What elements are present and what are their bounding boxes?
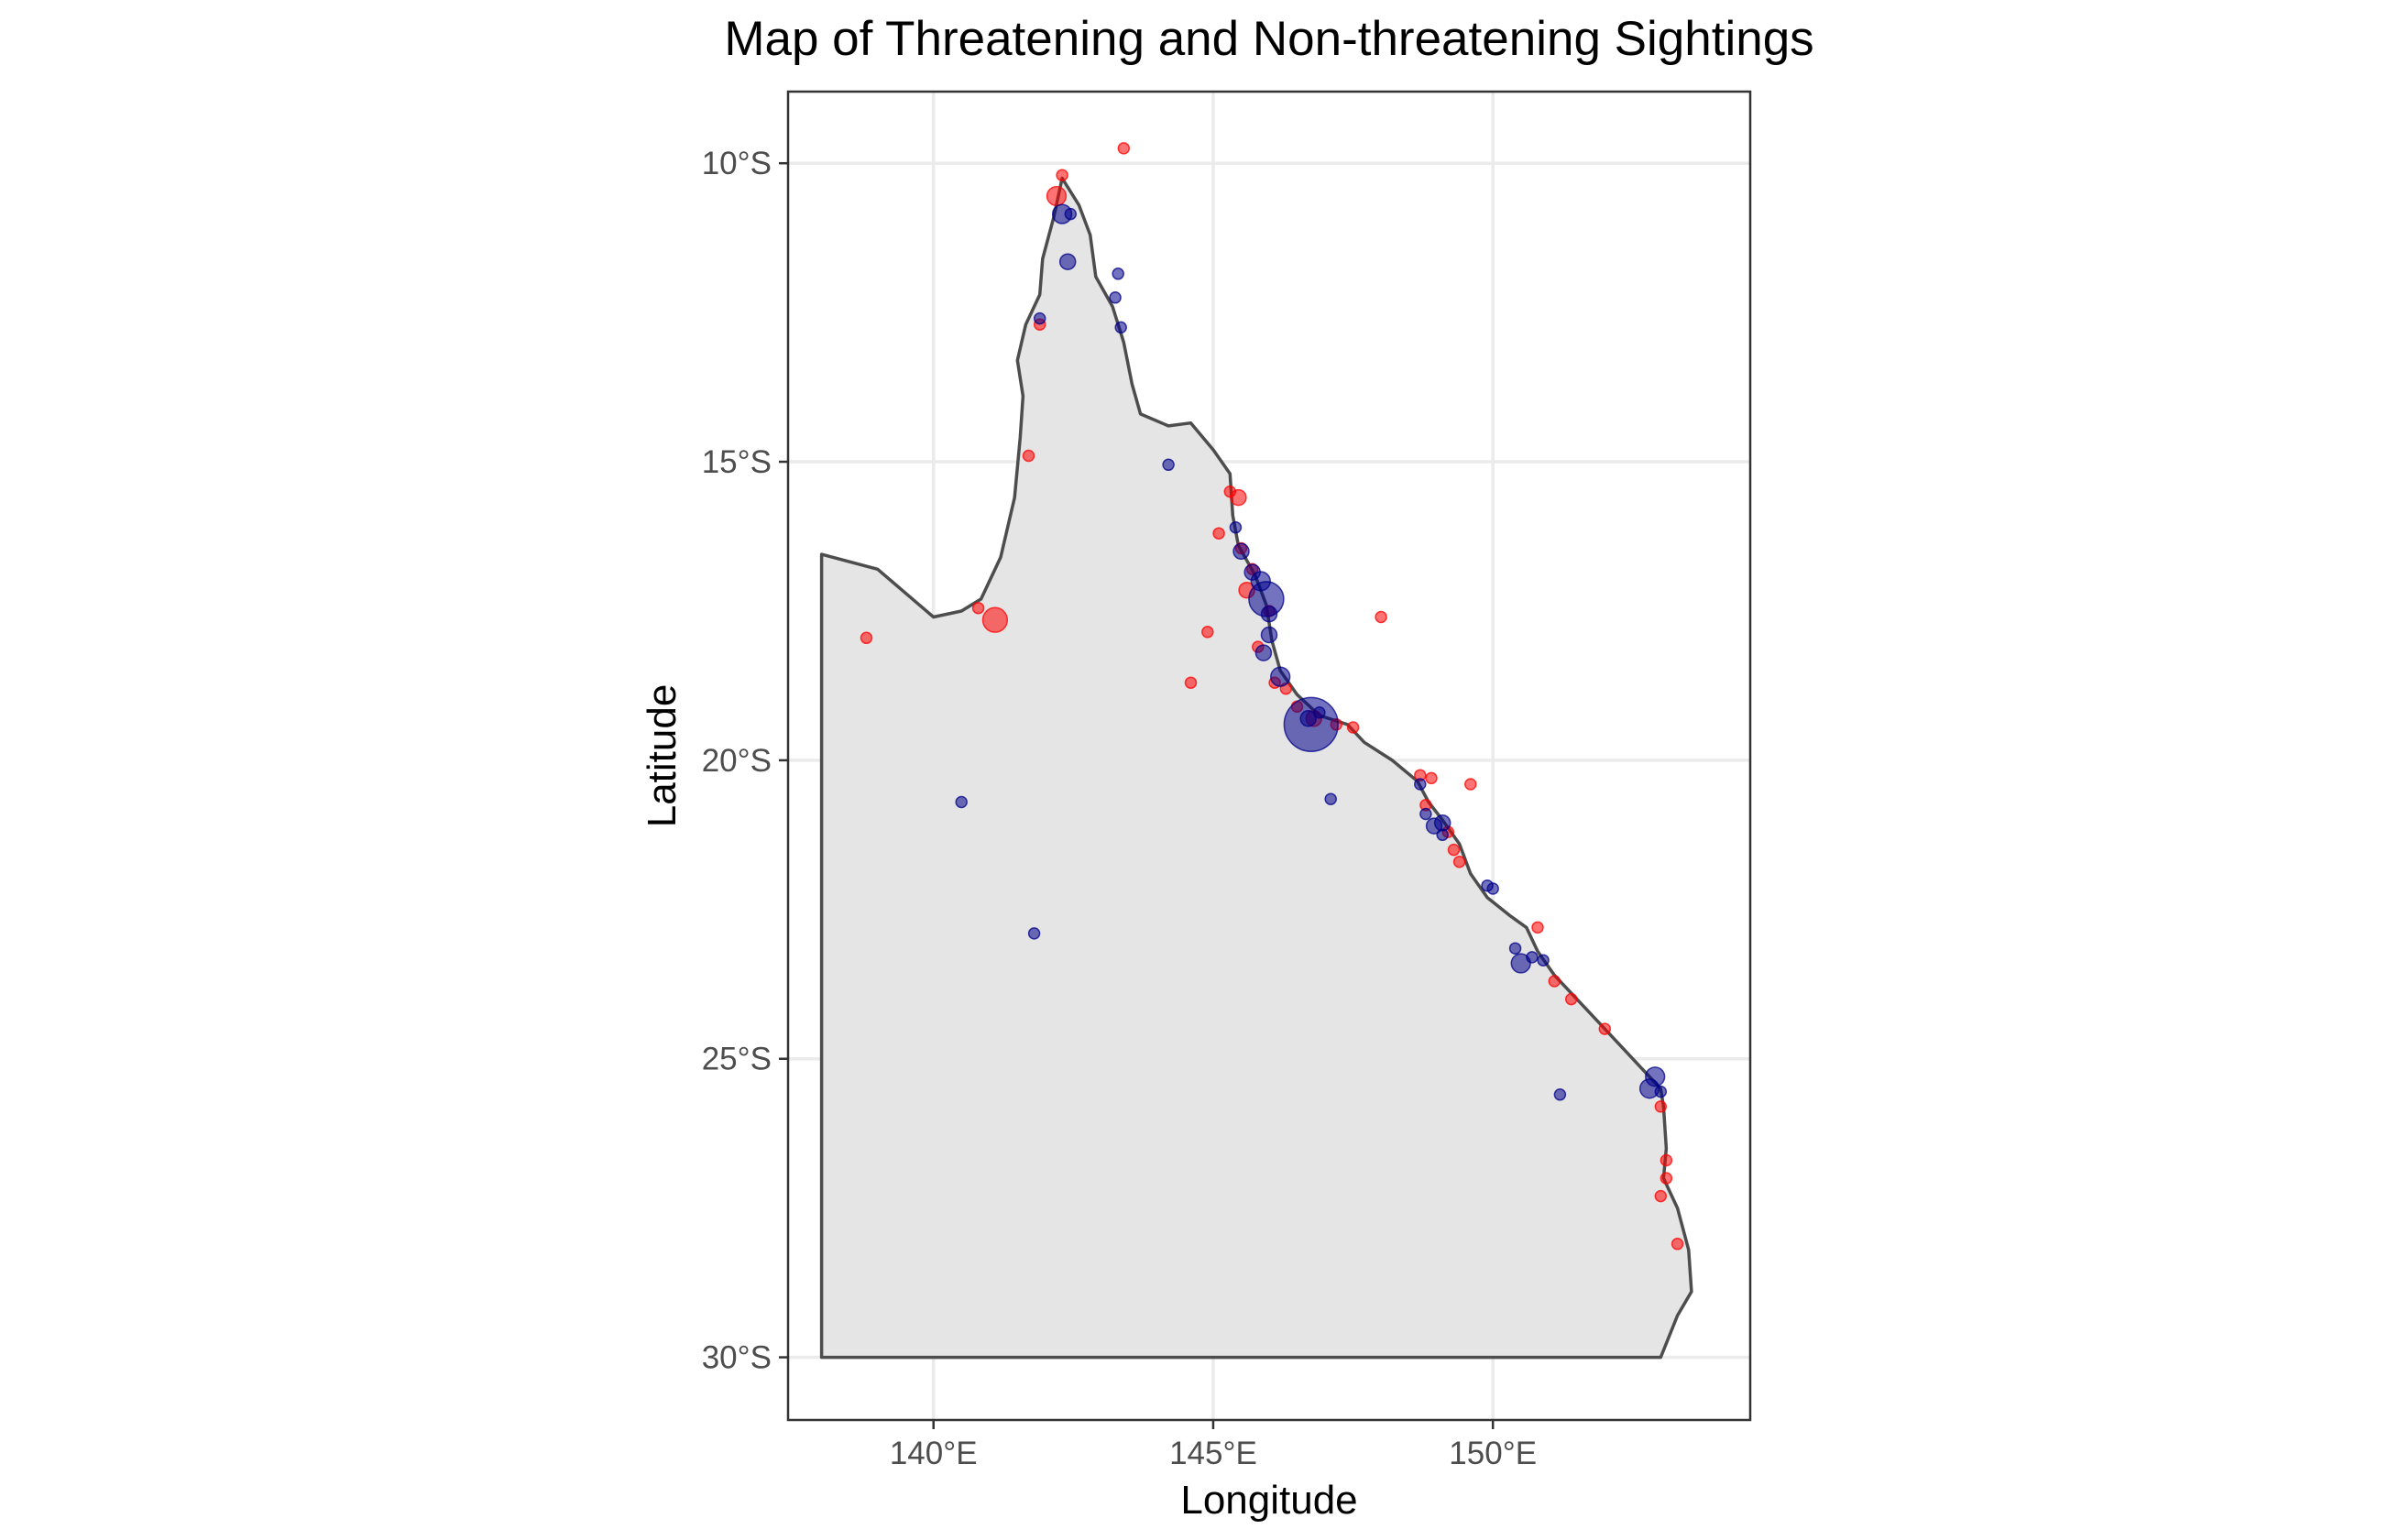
threatening-sighting-point xyxy=(1046,185,1068,207)
plot-panel xyxy=(786,90,1752,1422)
threatening-sighting-point xyxy=(1447,843,1461,857)
threatening-sighting-point xyxy=(1346,721,1360,734)
non-threatening-sighting-point xyxy=(1114,321,1127,334)
non-threatening-sightings xyxy=(955,203,1668,1101)
threatening-sighting-point xyxy=(1117,142,1131,155)
x-axis-title: Longitude xyxy=(1180,1478,1357,1523)
x-tick-label: 145°E xyxy=(1169,1436,1257,1471)
threatening-sighting-point xyxy=(1598,1022,1612,1035)
non-threatening-sighting-point xyxy=(1645,1066,1666,1087)
non-threatening-sighting-point xyxy=(1486,882,1499,895)
non-threatening-sighting-point xyxy=(1537,954,1550,967)
x-tick-label: 150°E xyxy=(1449,1436,1537,1471)
threatening-sighting-point xyxy=(1531,921,1544,934)
threatening-sighting-point xyxy=(981,606,1009,633)
non-threatening-sighting-point xyxy=(1436,828,1449,842)
threatening-sighting-point xyxy=(1212,527,1225,540)
y-axis-title: Latitude xyxy=(640,684,685,828)
y-axis: 10°S 15°S 20°S 25°S 30°S xyxy=(702,146,788,1376)
non-threatening-sighting-point xyxy=(1433,814,1451,832)
non-threatening-sighting-point xyxy=(1033,311,1046,325)
threatening-sighting-point xyxy=(1425,771,1438,785)
threatening-sighting-point xyxy=(1201,626,1214,639)
non-threatening-sighting-point xyxy=(1508,942,1522,955)
non-threatening-sighting-point xyxy=(1419,807,1432,821)
non-threatening-sighting-point xyxy=(1064,207,1078,221)
threatening-sighting-point xyxy=(1375,610,1387,624)
non-threatening-sighting-point xyxy=(1526,951,1539,964)
threatening-sighting-point xyxy=(1564,992,1578,1006)
y-tick-label: 25°S xyxy=(702,1042,772,1077)
y-tick-label: 10°S xyxy=(702,146,772,181)
threatening-sighting-point xyxy=(1022,449,1035,463)
non-threatening-sighting-point xyxy=(1313,706,1326,719)
non-threatening-sighting-point xyxy=(1229,520,1243,534)
threatening-sighting-point xyxy=(971,601,985,615)
non-threatening-sighting-point xyxy=(1414,778,1427,791)
threatening-sighting-point xyxy=(1654,1100,1668,1113)
non-threatening-sighting-point xyxy=(1112,268,1124,280)
non-threatening-sighting-point xyxy=(1254,644,1273,661)
non-threatening-sighting-point xyxy=(1027,927,1041,940)
threatening-sighting-point xyxy=(1654,1189,1668,1203)
non-threatening-sighting-point xyxy=(1283,696,1339,752)
y-tick-label: 15°S xyxy=(702,444,772,480)
threatening-sighting-point xyxy=(1464,778,1477,791)
threatening-sighting-point xyxy=(1184,676,1198,689)
threatening-sighting-point xyxy=(1056,169,1068,181)
queensland-landmass xyxy=(819,176,1693,1360)
chart-title: Map of Threatening and Non-threatening S… xyxy=(724,12,1813,66)
non-threatening-sighting-point xyxy=(1324,792,1337,805)
non-threatening-sighting-point xyxy=(1162,458,1175,472)
non-threatening-sighting-point xyxy=(955,795,968,809)
non-threatening-sighting-point xyxy=(1654,1085,1668,1098)
threatening-sighting-point xyxy=(860,631,873,645)
non-threatening-sighting-point xyxy=(1232,542,1250,561)
non-threatening-sighting-point xyxy=(1260,605,1278,623)
non-threatening-sighting-point xyxy=(1058,253,1077,270)
non-threatening-sighting-point xyxy=(1270,666,1291,687)
non-threatening-sighting-point xyxy=(1109,291,1122,304)
x-axis: 140°E 145°E 150°E xyxy=(890,1420,1537,1471)
y-tick-label: 20°S xyxy=(702,743,772,779)
threatening-sighting-point xyxy=(1452,855,1466,868)
non-threatening-sighting-point xyxy=(1260,626,1278,644)
x-tick-label: 140°E xyxy=(890,1436,978,1471)
threatening-sighting-point xyxy=(1660,1172,1673,1185)
threatening-sighting-point xyxy=(1660,1153,1673,1167)
non-threatening-sighting-point xyxy=(1510,953,1531,974)
threatening-sighting-point xyxy=(1671,1238,1684,1251)
panel-border xyxy=(786,90,1752,1422)
y-tick-label: 30°S xyxy=(702,1340,772,1376)
threatening-sighting-point xyxy=(1548,975,1561,988)
threatening-sighting-point xyxy=(1230,488,1247,507)
non-threatening-sighting-point xyxy=(1553,1088,1567,1101)
